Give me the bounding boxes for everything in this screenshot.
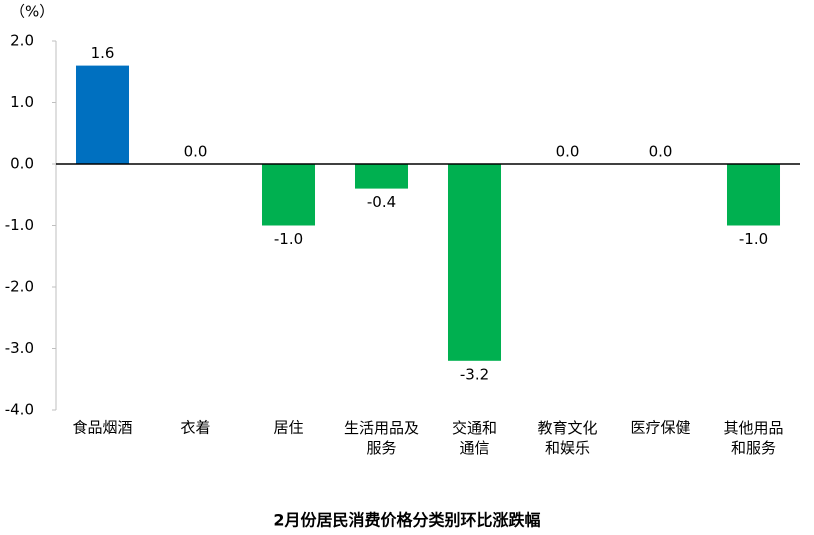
value-label: 0.0	[556, 143, 580, 161]
x-tick-label: 衣着	[180, 419, 210, 437]
y-tick-label: -4.0	[5, 401, 34, 419]
y-tick-label: -2.0	[5, 278, 34, 296]
x-tick-label: 交通和通信	[452, 419, 497, 457]
bar	[447, 164, 502, 361]
y-unit: （%）	[10, 3, 54, 21]
x-tick-label: 生活用品及服务	[344, 419, 419, 457]
x-tick-label: 其他用品和服务	[723, 419, 783, 457]
bar	[75, 65, 130, 164]
y-tick-label: 2.0	[10, 32, 34, 50]
y-tick-label: -3.0	[5, 339, 34, 357]
value-label: -0.4	[367, 193, 396, 211]
value-label: 0.0	[649, 143, 673, 161]
x-tick-label: 居住	[273, 419, 303, 437]
y-tick-label: 0.0	[10, 155, 34, 173]
x-tick-label: 教育文化和娱乐	[537, 419, 597, 457]
value-label: 1.6	[91, 44, 115, 62]
value-label: -1.0	[274, 230, 303, 248]
chart-title: 2月份居民消费价格分类别环比涨跌幅	[273, 511, 540, 530]
x-tick-label: 医疗保健	[630, 419, 690, 437]
bar	[261, 164, 316, 226]
value-label: -1.0	[739, 230, 768, 248]
y-tick-label: 1.0	[10, 93, 34, 111]
value-label: -3.2	[460, 365, 489, 383]
y-tick-label: -1.0	[5, 216, 34, 234]
x-tick-label: 食品烟酒	[72, 419, 132, 437]
value-label: 0.0	[184, 143, 208, 161]
bar	[726, 164, 781, 226]
bar	[354, 164, 409, 189]
